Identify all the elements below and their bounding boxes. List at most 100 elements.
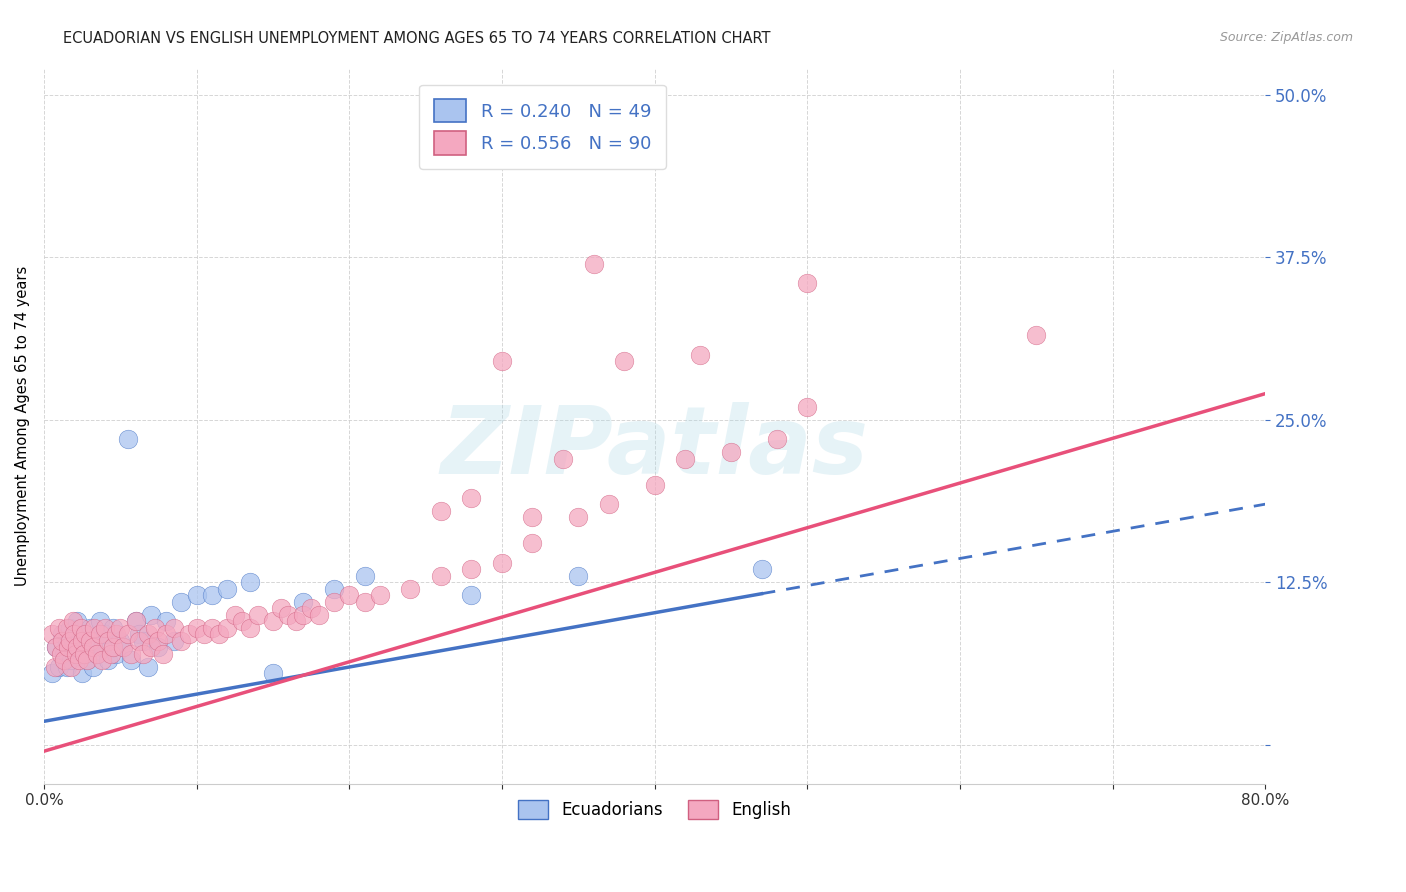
Point (567, 510, 589, 524)
Point (224, 607, 246, 622)
Point (132, 633, 155, 648)
Point (45, 640, 67, 655)
Point (51, 627, 73, 641)
Point (323, 595, 346, 609)
Point (155, 614, 177, 628)
Point (63, 647, 86, 661)
Point (460, 588, 482, 602)
Text: ZIPatlas: ZIPatlas (440, 401, 869, 493)
Point (59, 621, 82, 635)
Point (70, 633, 93, 648)
Point (353, 568, 375, 582)
Text: Source: ZipAtlas.com: Source: ZipAtlas.com (1219, 31, 1353, 45)
Point (353, 595, 375, 609)
Point (70, 666, 93, 681)
Point (208, 627, 231, 641)
Point (796, 400, 818, 414)
Point (66, 640, 89, 655)
Point (79, 621, 101, 635)
Point (143, 621, 166, 635)
Point (83, 621, 105, 635)
Point (63, 627, 86, 641)
Point (86, 647, 108, 661)
Point (460, 562, 482, 576)
Point (262, 666, 284, 681)
Point (163, 621, 186, 635)
Point (72, 627, 94, 641)
Point (75, 627, 97, 641)
Point (52, 647, 75, 661)
Point (59, 633, 82, 648)
Point (117, 627, 139, 641)
Point (76, 653, 98, 667)
Point (120, 647, 142, 661)
Point (170, 633, 193, 648)
Point (270, 601, 292, 615)
Point (89, 614, 111, 628)
Point (101, 621, 124, 635)
Point (104, 627, 127, 641)
Point (491, 354, 513, 368)
Point (323, 582, 346, 596)
Point (124, 614, 146, 628)
Point (136, 659, 159, 673)
Point (522, 536, 544, 550)
Point (60, 659, 83, 673)
Point (186, 621, 208, 635)
Y-axis label: Unemployment Among Ages 65 to 74 years: Unemployment Among Ages 65 to 74 years (15, 266, 30, 586)
Text: ECUADORIAN VS ENGLISH UNEMPLOYMENT AMONG AGES 65 TO 74 YEARS CORRELATION CHART: ECUADORIAN VS ENGLISH UNEMPLOYMENT AMONG… (63, 31, 770, 46)
Point (163, 633, 186, 648)
Point (613, 354, 636, 368)
Point (246, 607, 269, 622)
Point (170, 595, 193, 609)
Point (751, 562, 773, 576)
Point (67, 640, 90, 655)
Point (110, 633, 132, 648)
Point (97, 633, 120, 648)
Point (117, 432, 139, 446)
Point (89, 627, 111, 641)
Point (82, 659, 104, 673)
Point (292, 595, 315, 609)
Point (58, 640, 80, 655)
Point (139, 640, 162, 655)
Point (62, 614, 84, 628)
Point (97, 653, 120, 667)
Point (110, 621, 132, 635)
Point (689, 348, 711, 362)
Point (104, 647, 127, 661)
Point (51, 633, 73, 648)
Legend: Ecuadorians, English: Ecuadorians, English (512, 793, 797, 825)
Point (551, 451, 574, 466)
Point (284, 614, 307, 628)
Point (430, 503, 453, 517)
Point (262, 614, 284, 628)
Point (148, 633, 170, 648)
Point (308, 607, 330, 622)
Point (45, 640, 67, 655)
Point (231, 614, 253, 628)
Point (56, 633, 79, 648)
Point (82, 640, 104, 655)
Point (124, 614, 146, 628)
Point (94, 627, 117, 641)
Point (49, 647, 72, 661)
Point (112, 640, 135, 655)
Point (52, 653, 75, 667)
Point (201, 588, 224, 602)
Point (217, 582, 239, 596)
Point (94, 621, 117, 635)
Point (139, 607, 162, 622)
Point (152, 647, 174, 661)
Point (76, 653, 98, 667)
Point (239, 621, 262, 635)
Point (101, 640, 124, 655)
Point (430, 568, 453, 582)
Point (56, 659, 79, 673)
Point (69, 621, 91, 635)
Point (66, 614, 89, 628)
Point (720, 445, 742, 459)
Point (765, 432, 787, 446)
Point (48, 659, 70, 673)
Point (1025, 328, 1047, 343)
